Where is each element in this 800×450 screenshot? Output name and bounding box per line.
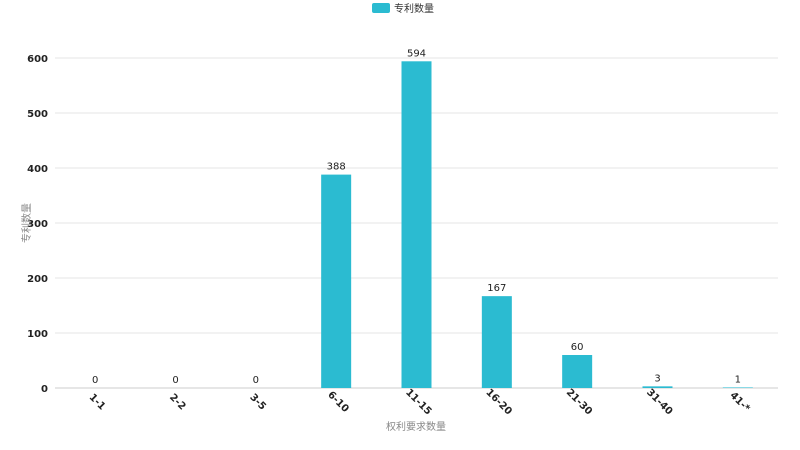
y-tick-label: 500 [27,109,48,120]
y-tick-label: 0 [41,384,48,395]
legend-label[interactable]: 专利数量 [394,2,434,15]
y-tick-label: 400 [27,164,48,175]
bar[interactable] [722,387,753,388]
data-label: 594 [407,48,426,59]
x-axis-tick-labels: 1-1 2-2 3-5 6-10 11-15 16-20 21-30 31-40 41-* [87,387,753,417]
bar[interactable] [401,61,432,389]
data-label: 167 [487,283,506,294]
legend-swatch[interactable] [372,3,390,13]
bar[interactable] [562,355,593,388]
y-axis-tick-labels: 0 100 200 300 400 500 600 [27,54,48,395]
x-tick-label: 11-15 [403,387,433,417]
x-tick-label: 16-20 [483,387,513,417]
y-axis-title: 专利数量 [20,203,33,243]
bar[interactable] [481,296,512,388]
bars [321,61,753,389]
data-labels: 0 0 0 388 594 167 60 3 1 [92,48,741,386]
x-tick-label: 31-40 [644,387,674,417]
x-tick-label: 41-* [727,390,752,415]
x-tick-label: 2-2 [167,392,188,413]
bar[interactable] [321,174,352,388]
data-label: 60 [571,342,584,353]
data-label: 3 [654,373,660,384]
x-tick-label: 1-1 [87,392,108,413]
data-label: 1 [735,374,741,385]
y-tick-label: 600 [27,54,48,65]
data-label: 0 [253,375,259,386]
data-label: 0 [92,375,98,386]
y-tick-label: 200 [27,274,48,285]
x-tick-label: 6-10 [325,389,351,415]
data-label: 388 [327,162,346,173]
data-label: 0 [172,375,178,386]
bar[interactable] [642,386,673,388]
x-axis-title: 权利要求数量 [386,420,446,433]
x-tick-label: 3-5 [247,392,268,413]
y-tick-label: 100 [27,329,48,340]
x-tick-label: 21-30 [564,387,594,417]
legend[interactable]: 专利数量 [372,2,434,15]
y-tick-label: 300 [27,219,48,230]
